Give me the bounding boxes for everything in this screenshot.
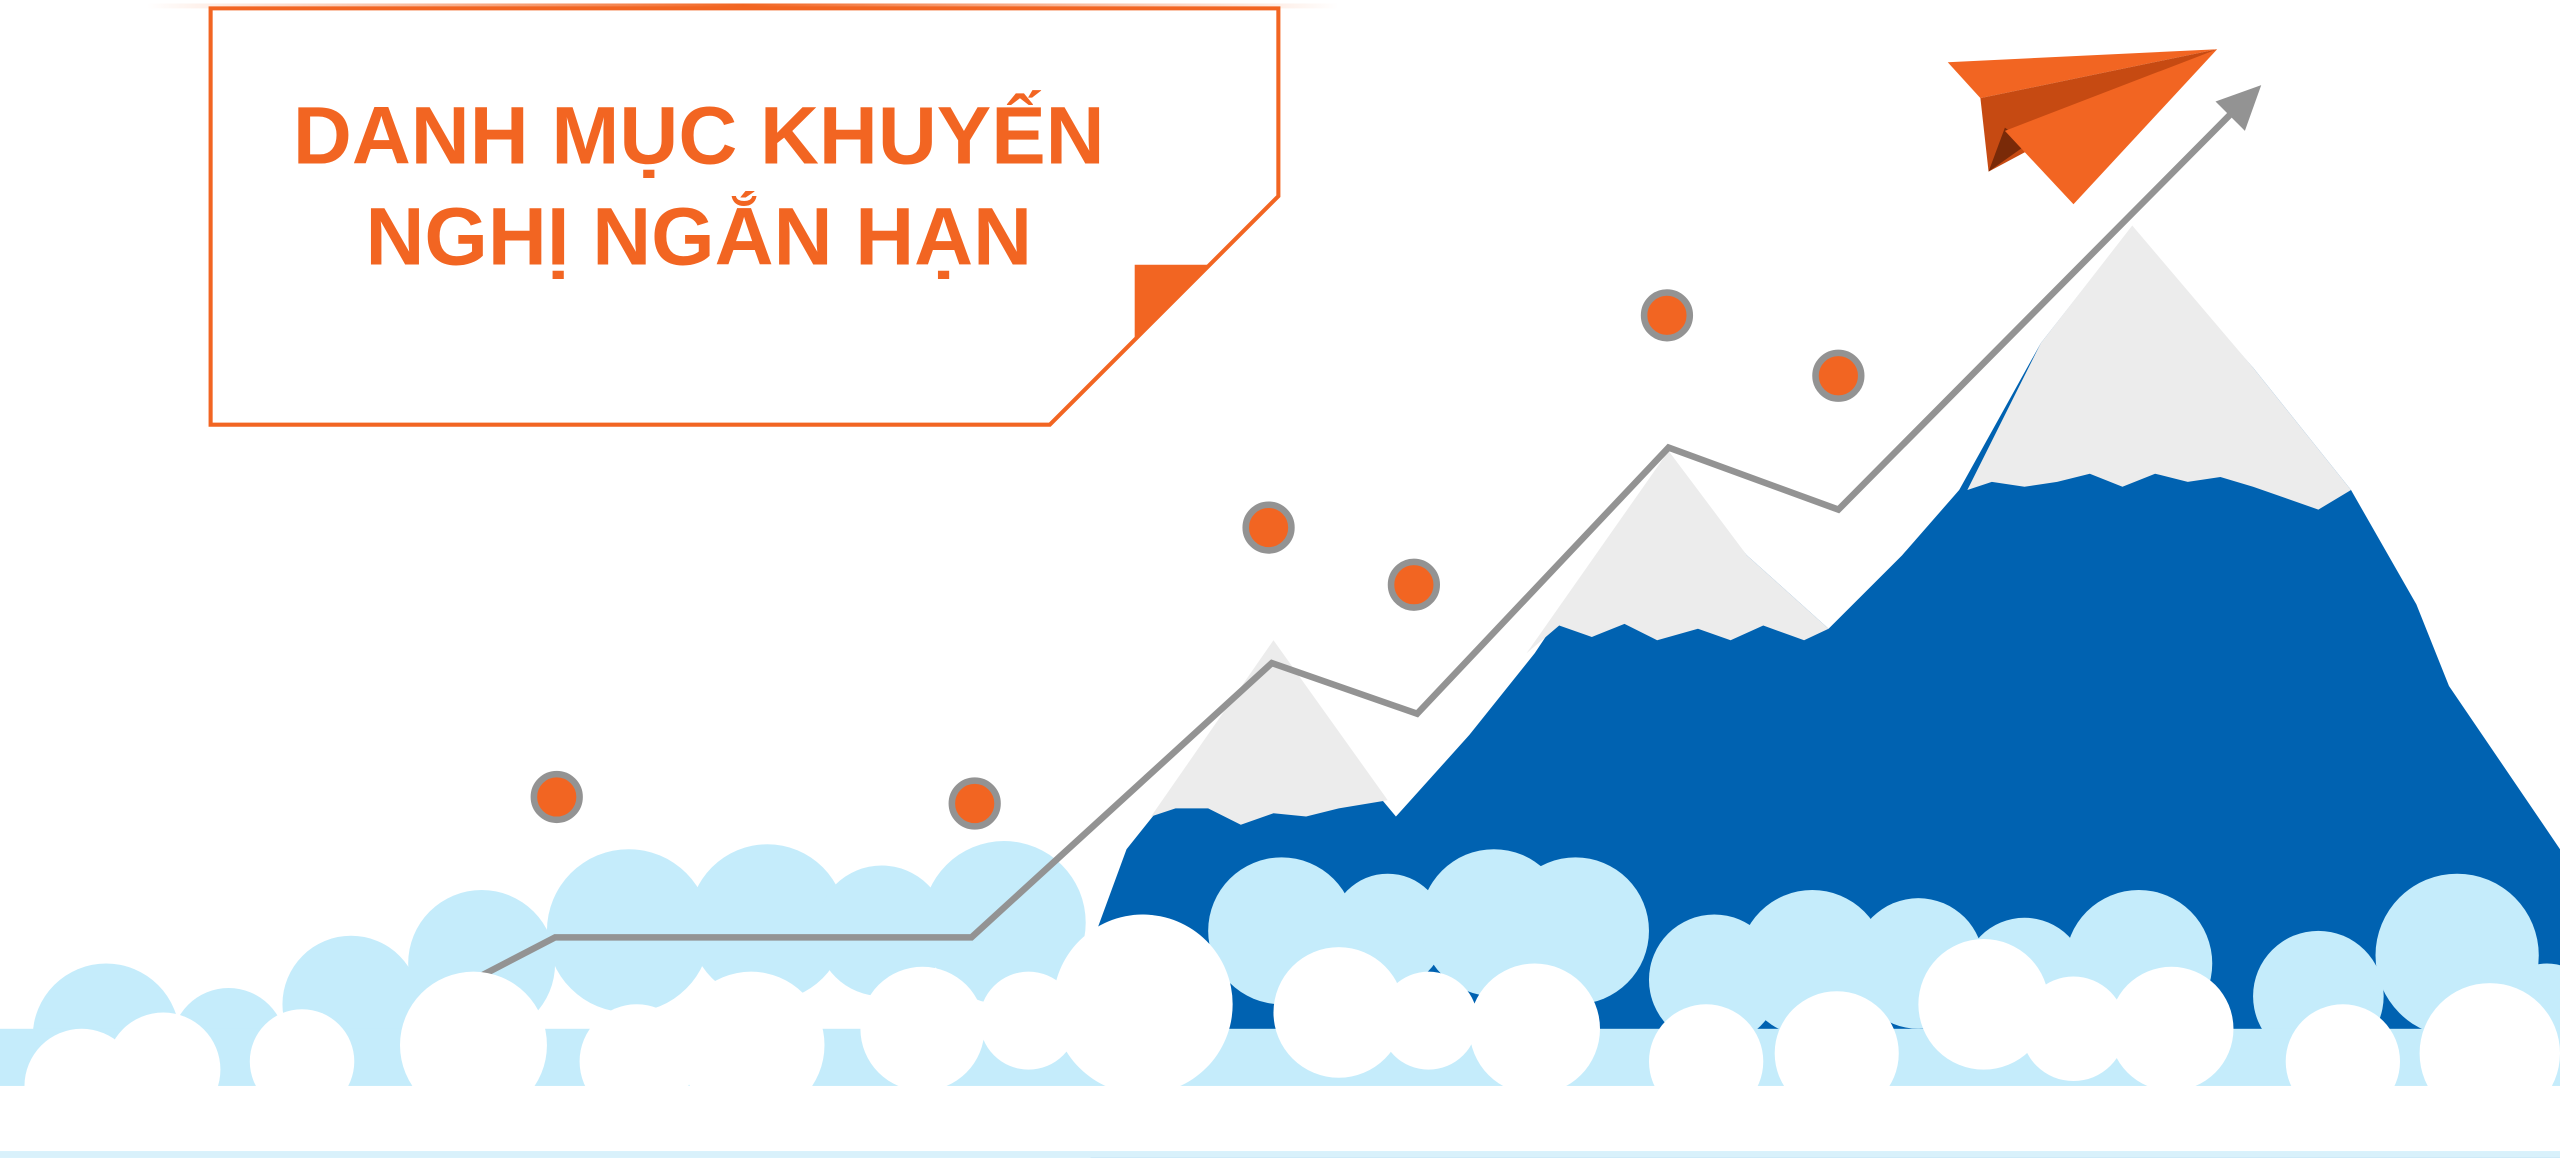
trend-line: [471, 105, 2240, 983]
clouds-front: [0, 914, 2560, 1152]
top-line: [146, 3, 1339, 9]
dots: [530, 289, 1865, 830]
arrow-head: [2215, 85, 2262, 131]
bottom-band: [0, 1151, 2560, 1158]
title-box: [208, 6, 1281, 427]
title-line: NGHỊ NGẮN HẠN: [365, 192, 1032, 283]
corner-accent: [1134, 264, 1209, 339]
paper-plane: [1947, 49, 2218, 205]
title-line: DANH MỤC KHUYẾN: [293, 90, 1105, 181]
